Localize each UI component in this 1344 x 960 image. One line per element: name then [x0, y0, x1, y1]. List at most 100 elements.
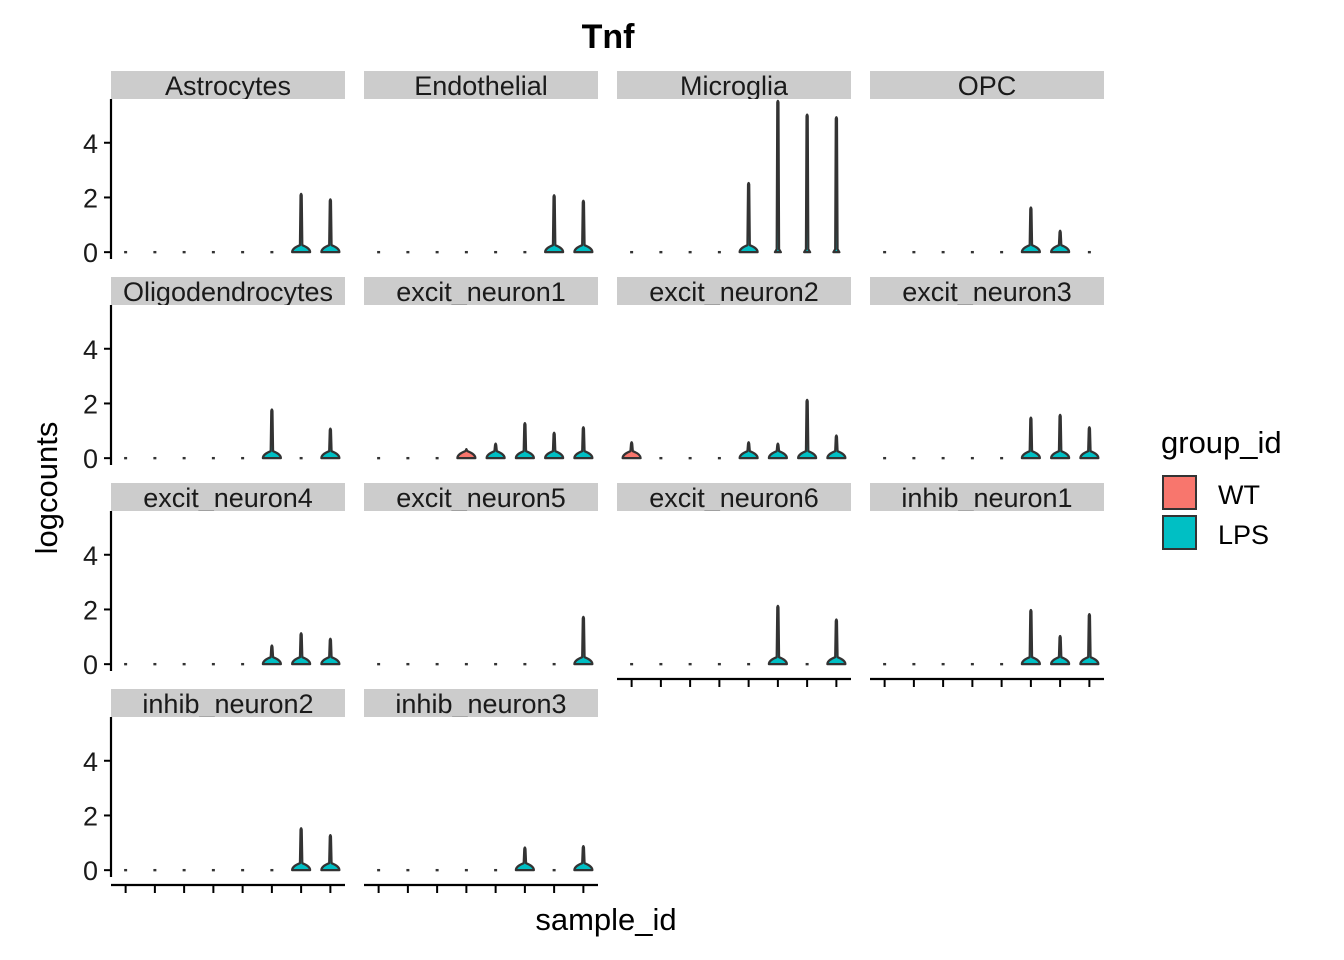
violin: [1050, 229, 1071, 254]
facet-strip: [870, 277, 1104, 305]
violin: [544, 194, 565, 254]
violin: [514, 422, 535, 460]
facet-panels: Astrocytes 0 2 4 Endothelial Microglia OPC Olig…: [83, 71, 1104, 893]
violin: [261, 408, 282, 460]
y-tick-label: 4: [83, 541, 98, 571]
violin: [456, 447, 477, 460]
facet-strip-label: Endothelial: [414, 71, 548, 101]
facet-strip-label: Oligodendrocytes: [123, 277, 333, 307]
chart-title: Tnf: [582, 18, 636, 56]
violin: [320, 637, 341, 666]
legend-label: WT: [1218, 480, 1260, 510]
facet-panel: excit_neuron5: [364, 483, 598, 666]
violin: [291, 827, 312, 872]
y-tick-label: 4: [83, 747, 98, 777]
x-axis-title: sample_id: [535, 902, 676, 937]
facet-strip-label: OPC: [958, 71, 1017, 101]
legend-label: LPS: [1218, 520, 1269, 550]
facet-strip-label: inhib_neuron2: [142, 689, 313, 719]
facet-strip-label: excit_neuron4: [143, 483, 313, 513]
facet-panel: Astrocytes 0 2 4: [83, 71, 345, 268]
facet-panel: excit_neuron4 0 2 4: [83, 483, 345, 680]
y-tick-label: 0: [83, 856, 98, 886]
violin: [320, 427, 341, 460]
violin: [320, 198, 341, 254]
y-axis-title: logcounts: [29, 422, 64, 555]
violin: [573, 844, 594, 872]
facet-panel: excit_neuron6: [617, 483, 851, 687]
y-tick-label: 2: [83, 595, 98, 625]
facet-panel: excit_neuron2: [617, 277, 851, 460]
y-tick-label: 0: [83, 650, 98, 680]
y-tick-label: 4: [83, 335, 98, 365]
violin: [573, 615, 594, 666]
facet-strip: [364, 71, 598, 99]
facet-panel: excit_neuron3: [870, 277, 1104, 460]
facet-strip: [364, 689, 598, 717]
violin: [773, 99, 782, 254]
facet-panel: Microglia: [617, 71, 851, 254]
facet-panel: excit_neuron1: [364, 277, 598, 460]
facet-strip-label: excit_neuron3: [902, 277, 1072, 307]
violin: [621, 441, 642, 460]
violin: [1050, 634, 1071, 666]
violin: [826, 618, 847, 666]
facet-strip: [617, 483, 851, 511]
facet-strip-label: Astrocytes: [165, 71, 291, 101]
facet-panel: Oligodendrocytes 0 2 4: [83, 277, 345, 474]
violin: [261, 644, 282, 666]
violin: [1020, 416, 1041, 460]
violin: [1020, 608, 1041, 666]
violin: [832, 116, 841, 254]
facet-panel: inhib_neuron2 0 2 4: [83, 689, 345, 893]
facet-strip: [364, 483, 598, 511]
facet-strip: [111, 483, 345, 511]
facet-strip-label: excit_neuron1: [396, 277, 566, 307]
violin: [291, 632, 312, 666]
violin: [797, 398, 818, 460]
violin: [803, 113, 812, 254]
y-tick-label: 4: [83, 129, 98, 159]
facet-strip: [870, 483, 1104, 511]
facet-strip: [870, 71, 1104, 99]
facet-panel: inhib_neuron3: [364, 689, 598, 893]
violin: [1050, 413, 1071, 460]
facet-panel: OPC: [870, 71, 1104, 254]
violin: [738, 181, 759, 254]
violin: [767, 442, 788, 460]
y-tick-label: 2: [83, 801, 98, 831]
violin: [573, 199, 594, 254]
facet-strip: [111, 277, 345, 305]
violin: [1020, 206, 1041, 254]
facet-strip-label: excit_neuron6: [649, 483, 819, 513]
facet-strip-label: inhib_neuron3: [395, 689, 566, 719]
violin: [1079, 612, 1100, 666]
violin: [573, 426, 594, 460]
facet-strip: [617, 71, 851, 99]
legend-key: [1162, 515, 1197, 550]
violin: [291, 192, 312, 254]
facet-strip-label: excit_neuron5: [396, 483, 566, 513]
violin: [767, 604, 788, 666]
y-tick-label: 2: [83, 389, 98, 419]
facet-panel: inhib_neuron1: [870, 483, 1104, 687]
violin: [1079, 426, 1100, 460]
violin: [514, 846, 535, 872]
facet-panel: Endothelial: [364, 71, 598, 254]
violin: [826, 434, 847, 460]
facet-strip-label: excit_neuron2: [649, 277, 819, 307]
violin: [544, 431, 565, 460]
facet-strip: [364, 277, 598, 305]
violin: [738, 441, 759, 460]
y-tick-label: 2: [83, 183, 98, 213]
y-tick-label: 0: [83, 238, 98, 268]
violin: [320, 834, 341, 872]
violin: [485, 442, 506, 460]
facet-strip-label: Microglia: [680, 71, 789, 101]
legend: group_id WT LPS: [1161, 425, 1282, 550]
facet-strip: [111, 689, 345, 717]
y-tick-label: 0: [83, 444, 98, 474]
facet-strip: [111, 71, 345, 99]
facet-strip-label: inhib_neuron1: [901, 483, 1072, 513]
